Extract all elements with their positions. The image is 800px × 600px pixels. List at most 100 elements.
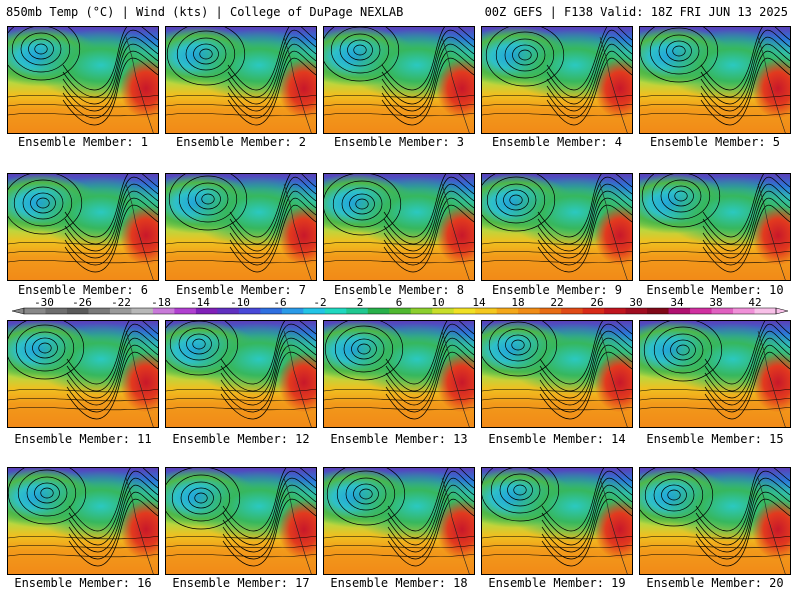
isobar-contours	[324, 321, 474, 427]
colorbar-swatch	[346, 308, 369, 314]
ensemble-member-map	[481, 320, 633, 428]
ensemble-member-map	[165, 26, 317, 134]
colorbar-swatch	[174, 308, 197, 314]
ensemble-member-map	[165, 467, 317, 575]
temperature-colorbar: -30 -26 -22 -18 -14 -10 -6 -2 2 6 10 14 18 22 26 30 34 38…	[11, 296, 789, 315]
ensemble-member-map	[7, 26, 159, 134]
colorbar-swatch	[152, 308, 175, 314]
ensemble-member-map	[639, 26, 791, 134]
isobar-contours	[8, 321, 158, 427]
isobar-contours	[8, 174, 158, 280]
colorbar-tick-label: 10	[431, 296, 444, 309]
isobar-contours	[640, 174, 790, 280]
ensemble-member-caption: Ensemble Member: 6	[17, 283, 149, 297]
isobar-contours	[166, 468, 316, 574]
colorbar-swatch	[647, 308, 670, 314]
colorbar-swatch	[711, 308, 734, 314]
colorbar-swatch	[733, 308, 756, 314]
colorbar-tick-label: 42	[748, 296, 761, 309]
ensemble-member-caption: Ensemble Member: 10	[646, 283, 784, 297]
colorbar-max-arrow	[775, 307, 789, 315]
isobar-contours	[8, 27, 158, 133]
colorbar-swatch	[281, 308, 304, 314]
isobar-contours	[482, 468, 632, 574]
colorbar-swatch	[195, 308, 218, 314]
ensemble-member-caption: Ensemble Member: 4	[491, 135, 623, 149]
ensemble-member-caption: Ensemble Member: 13	[330, 432, 468, 446]
isobar-contours	[324, 174, 474, 280]
colorbar-min-arrow	[11, 307, 25, 315]
ensemble-member-caption: Ensemble Member: 18	[330, 576, 468, 590]
colorbar-swatch	[88, 308, 111, 314]
ensemble-member-map	[7, 173, 159, 281]
colorbar-swatch	[539, 308, 562, 314]
chart-title: 850mb Temp (°C) | Wind (kts) | College o…	[6, 5, 404, 19]
valid-time-label: 00Z GEFS | F138 Valid: 18Z FRI JUN 13 20…	[484, 5, 788, 19]
ensemble-member-map	[165, 320, 317, 428]
ensemble-member-map	[7, 467, 159, 575]
isobar-contours	[640, 27, 790, 133]
ensemble-member-caption: Ensemble Member: 5	[649, 135, 781, 149]
ensemble-member-map	[323, 467, 475, 575]
ensemble-member-caption: Ensemble Member: 3	[333, 135, 465, 149]
ensemble-member-caption: Ensemble Member: 7	[175, 283, 307, 297]
colorbar-swatch	[432, 308, 455, 314]
ensemble-member-caption: Ensemble Member: 11	[14, 432, 152, 446]
isobar-contours	[166, 321, 316, 427]
colorbar-swatch	[45, 308, 68, 314]
colorbar-swatch	[238, 308, 261, 314]
colorbar-swatch	[131, 308, 154, 314]
colorbar-swatch	[367, 308, 390, 314]
ensemble-member-caption: Ensemble Member: 19	[488, 576, 626, 590]
colorbar-swatch	[24, 308, 46, 314]
ensemble-member-map	[323, 173, 475, 281]
colorbar-swatch	[475, 308, 498, 314]
colorbar-outline	[23, 307, 777, 315]
ensemble-member-map	[481, 173, 633, 281]
colorbar-swatch	[389, 308, 412, 314]
colorbar-tick-label: 2	[357, 296, 364, 309]
isobar-contours	[166, 174, 316, 280]
colorbar-tick-label: 26	[590, 296, 603, 309]
ensemble-member-map	[481, 26, 633, 134]
ensemble-member-caption: Ensemble Member: 8	[333, 283, 465, 297]
colorbar-tick-label: 22	[550, 296, 563, 309]
colorbar-swatch	[690, 308, 713, 314]
ensemble-member-map	[639, 173, 791, 281]
isobar-contours	[482, 321, 632, 427]
colorbar-tick-label: 14	[472, 296, 486, 309]
colorbar-swatch	[582, 308, 605, 314]
colorbar-tick-label: 18	[511, 296, 524, 309]
ensemble-member-caption: Ensemble Member: 17	[172, 576, 310, 590]
colorbar-swatch	[324, 308, 347, 314]
ensemble-member-caption: Ensemble Member: 2	[175, 135, 307, 149]
colorbar-tick-label: 38	[709, 296, 722, 309]
ensemble-member-caption: Ensemble Member: 9	[491, 283, 623, 297]
isobar-contours	[640, 468, 790, 574]
colorbar-tick-label: -18	[151, 296, 171, 309]
colorbar-tick-label: -22	[111, 296, 131, 309]
colorbar-swatch	[410, 308, 433, 314]
ensemble-member-map	[481, 467, 633, 575]
isobar-contours	[640, 321, 790, 427]
colorbar-swatch	[66, 308, 89, 314]
colorbar-tick-label: 30	[629, 296, 642, 309]
isobar-contours	[482, 27, 632, 133]
isobar-contours	[8, 468, 158, 574]
colorbar-swatch	[109, 308, 132, 314]
colorbar-swatch	[260, 308, 283, 314]
colorbar-tick-label: -14	[190, 296, 210, 309]
isobar-contours	[166, 27, 316, 133]
colorbar-swatch	[604, 308, 627, 314]
ensemble-member-map	[639, 467, 791, 575]
colorbar-tick-label: 6	[396, 296, 403, 309]
colorbar-tick-label: -30	[34, 296, 54, 309]
ensemble-member-caption: Ensemble Member: 14	[488, 432, 626, 446]
colorbar-swatch	[518, 308, 541, 314]
colorbar-swatch	[303, 308, 326, 314]
ensemble-member-caption: Ensemble Member: 1	[17, 135, 149, 149]
ensemble-member-map	[323, 320, 475, 428]
ensemble-member-caption: Ensemble Member: 12	[172, 432, 310, 446]
ensemble-member-map	[323, 26, 475, 134]
colorbar-swatch	[217, 308, 240, 314]
